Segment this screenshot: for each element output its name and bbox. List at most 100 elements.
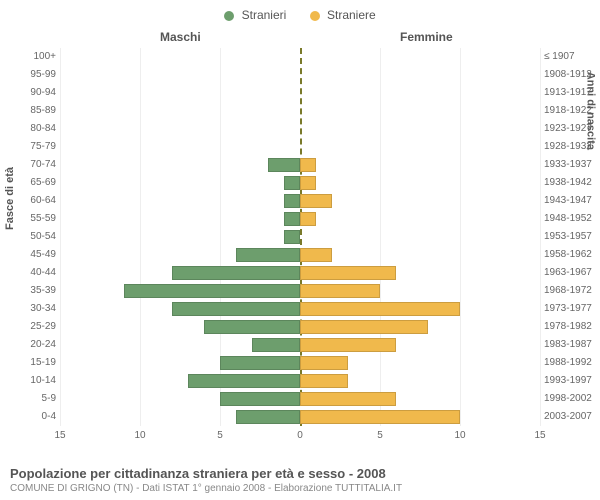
age-label: 65-69 [12,174,56,192]
legend-swatch-female [310,11,320,21]
birth-year-label: 1938-1942 [544,174,600,192]
pyramid-chart: Stranieri Straniere Maschi Femmine Fasce… [0,0,600,500]
birth-year-label: 1928-1932 [544,138,600,156]
bar-male [284,212,300,226]
chart-subtitle: COMUNE DI GRIGNO (TN) - Dati ISTAT 1° ge… [10,483,590,494]
pyramid-row: 10-141993-1997 [60,372,540,390]
age-label: 90-94 [12,84,56,102]
pyramid-row: 20-241983-1987 [60,336,540,354]
bar-female [300,212,316,226]
birth-year-label: 1933-1937 [544,156,600,174]
birth-year-label: 1943-1947 [544,192,600,210]
age-label: 70-74 [12,156,56,174]
age-label: 35-39 [12,282,56,300]
x-tick-label: 15 [534,430,545,441]
birth-year-label: 1953-1957 [544,228,600,246]
age-label: 95-99 [12,66,56,84]
age-label: 40-44 [12,264,56,282]
legend-item-male: Stranieri [224,8,289,22]
age-label: 10-14 [12,372,56,390]
header-female: Femmine [400,30,453,44]
birth-year-label: 1973-1977 [544,300,600,318]
birth-year-label: ≤ 1907 [544,48,600,66]
bar-male [236,410,300,424]
legend-label-female: Straniere [327,8,376,22]
pyramid-row: 75-791928-1932 [60,138,540,156]
x-tick-label: 5 [377,430,383,441]
bar-male [124,284,300,298]
bar-male [252,338,300,352]
bar-female [300,302,460,316]
x-tick-label: 5 [217,430,223,441]
bar-male [284,194,300,208]
chart-title: Popolazione per cittadinanza straniera p… [10,466,590,481]
pyramid-row: 55-591948-1952 [60,210,540,228]
birth-year-label: 1918-1922 [544,102,600,120]
bar-male [284,176,300,190]
plot-area: 100+≤ 190795-991908-191290-941913-191785… [60,48,540,426]
pyramid-row: 5-91998-2002 [60,390,540,408]
age-label: 15-19 [12,354,56,372]
age-label: 55-59 [12,210,56,228]
legend-label-male: Stranieri [242,8,287,22]
birth-year-label: 1988-1992 [544,354,600,372]
pyramid-row: 70-741933-1937 [60,156,540,174]
pyramid-row: 100+≤ 1907 [60,48,540,66]
age-label: 25-29 [12,318,56,336]
bar-female [300,176,316,190]
age-label: 0-4 [12,408,56,426]
age-label: 60-64 [12,192,56,210]
bar-male [172,302,300,316]
birth-year-label: 1963-1967 [544,264,600,282]
bar-male [220,392,300,406]
bar-male [188,374,300,388]
birth-year-label: 1958-1962 [544,246,600,264]
pyramid-row: 90-941913-1917 [60,84,540,102]
pyramid-row: 40-441963-1967 [60,264,540,282]
age-label: 45-49 [12,246,56,264]
birth-year-label: 1968-1972 [544,282,600,300]
pyramid-row: 65-691938-1942 [60,174,540,192]
birth-year-label: 1983-1987 [544,336,600,354]
bar-female [300,410,460,424]
x-axis: 15105051015 [60,430,540,444]
age-label: 80-84 [12,120,56,138]
legend-item-female: Straniere [310,8,376,22]
age-label: 50-54 [12,228,56,246]
pyramid-row: 50-541953-1957 [60,228,540,246]
age-label: 75-79 [12,138,56,156]
bar-female [300,266,396,280]
age-label: 20-24 [12,336,56,354]
pyramid-row: 95-991908-1912 [60,66,540,84]
bar-male [268,158,300,172]
pyramid-row: 15-191988-1992 [60,354,540,372]
pyramid-row: 30-341973-1977 [60,300,540,318]
pyramid-row: 60-641943-1947 [60,192,540,210]
age-label: 85-89 [12,102,56,120]
birth-year-label: 1908-1912 [544,66,600,84]
birth-year-label: 1998-2002 [544,390,600,408]
age-label: 100+ [12,48,56,66]
birth-year-label: 1948-1952 [544,210,600,228]
bar-male [284,230,300,244]
bar-male [204,320,300,334]
pyramid-row: 0-42003-2007 [60,408,540,426]
bar-female [300,320,428,334]
bar-male [220,356,300,370]
age-label: 30-34 [12,300,56,318]
footer: Popolazione per cittadinanza straniera p… [10,466,590,494]
birth-year-label: 1913-1917 [544,84,600,102]
bar-male [236,248,300,262]
x-tick-label: 15 [54,430,65,441]
x-tick-label: 0 [297,430,303,441]
age-label: 5-9 [12,390,56,408]
birth-year-label: 2003-2007 [544,408,600,426]
birth-year-label: 1978-1982 [544,318,600,336]
bar-female [300,158,316,172]
bar-female [300,392,396,406]
gridline [540,48,541,426]
pyramid-row: 85-891918-1922 [60,102,540,120]
bar-male [172,266,300,280]
bar-female [300,284,380,298]
header-male: Maschi [160,30,201,44]
